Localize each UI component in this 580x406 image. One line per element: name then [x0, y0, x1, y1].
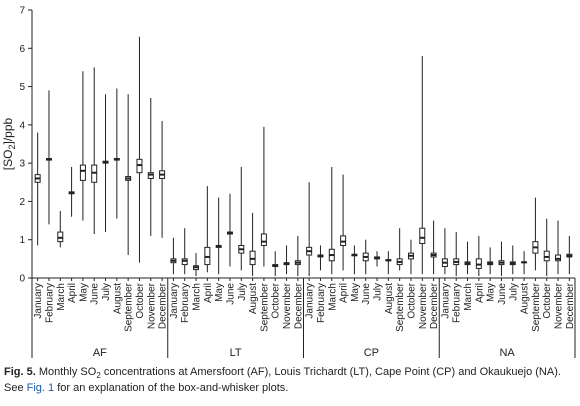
x-tick-label: October	[542, 282, 553, 318]
caption-text: for an explanation of the box-and-whiske…	[57, 382, 289, 394]
box	[79, 164, 86, 181]
x-tick-label: May	[214, 283, 225, 302]
x-tick-label: November	[282, 282, 293, 329]
x-tick-label: September	[124, 282, 135, 332]
x-tick-label: February	[452, 283, 463, 323]
y-tick-label: 1	[19, 235, 25, 246]
group-label: LT	[230, 347, 242, 359]
box	[419, 227, 426, 245]
x-tick-label: June	[90, 283, 101, 305]
caption-line: Fig. 5. Monthly SO2 concentrations at Am…	[4, 364, 561, 384]
y-label-sub: 2	[7, 145, 17, 150]
x-tick-label: September	[259, 282, 270, 332]
x-tick-label: June	[361, 283, 372, 305]
x-tick-label: February	[316, 283, 327, 323]
x-tick-label: October	[406, 282, 417, 318]
x-tick-label: September	[395, 282, 406, 332]
x-tick-label: July	[101, 283, 112, 301]
y-tick-label: 5	[19, 82, 25, 93]
figure-link[interactable]: Fig. 1	[26, 382, 55, 394]
x-tick-label: September	[531, 282, 542, 332]
y-tick-label: 3	[19, 159, 25, 170]
x-tick-label: January	[169, 283, 180, 319]
group-label: NA	[499, 347, 515, 359]
x-tick-label: July	[508, 283, 519, 301]
x-tick-label: April	[67, 283, 78, 303]
caption-label: Fig. 5.	[4, 366, 36, 378]
caption-text: concentrations at Amersfoort (AF), Louis…	[103, 366, 561, 378]
x-tick-label: December	[293, 282, 304, 329]
y-tick-label: 4	[19, 120, 25, 131]
caption-line: See Fig. 1 for an explanation of the box…	[4, 380, 288, 396]
x-tick-label: August	[248, 283, 259, 314]
x-tick-label: June	[497, 283, 508, 305]
x-tick-label: February	[44, 283, 55, 323]
x-tick-label: February	[180, 283, 191, 323]
y-label-part: [SO	[1, 150, 15, 171]
x-tick-label: April	[474, 283, 485, 303]
x-tick-label: July	[373, 283, 384, 301]
x-tick-label: March	[56, 283, 67, 311]
x-tick-label: August	[384, 283, 395, 314]
y-tick-label: 6	[19, 44, 25, 55]
x-tick-label: November	[418, 282, 429, 329]
x-tick-label: December	[565, 282, 576, 329]
x-tick-label: December	[158, 282, 169, 329]
x-tick-label: August	[112, 283, 123, 314]
x-tick-label: May	[350, 283, 361, 302]
y-label-part: ]/ppb	[1, 117, 15, 144]
x-tick-label: May	[78, 283, 89, 302]
x-tick-label: May	[486, 283, 497, 302]
x-tick-label: November	[146, 282, 157, 329]
x-tick-label: January	[33, 283, 44, 319]
x-tick-label: July	[237, 283, 248, 301]
x-tick-label: March	[463, 283, 474, 311]
caption-text: See	[4, 382, 24, 394]
x-tick-label: November	[554, 282, 565, 329]
caption-sub: 2	[96, 371, 101, 381]
x-tick-label: April	[339, 283, 350, 303]
x-tick-label: December	[429, 282, 440, 329]
y-tick-label: 2	[19, 197, 25, 208]
x-tick-label: October	[135, 282, 146, 318]
x-tick-label: January	[440, 283, 451, 319]
y-axis-label: [SO2]/ppb	[1, 117, 17, 170]
box	[260, 233, 267, 246]
x-tick-label: January	[305, 283, 316, 319]
x-tick-label: August	[520, 283, 531, 314]
group-label: CP	[364, 347, 379, 359]
caption-text: Monthly SO	[38, 366, 97, 378]
y-tick-label: 0	[19, 274, 25, 285]
group-label: AF	[93, 347, 107, 359]
x-tick-label: June	[225, 283, 236, 305]
x-tick-label: March	[192, 283, 203, 311]
x-tick-label: March	[327, 283, 338, 311]
y-tick-label: 7	[19, 6, 25, 17]
x-tick-label: April	[203, 283, 214, 303]
x-tick-label: October	[271, 282, 282, 318]
